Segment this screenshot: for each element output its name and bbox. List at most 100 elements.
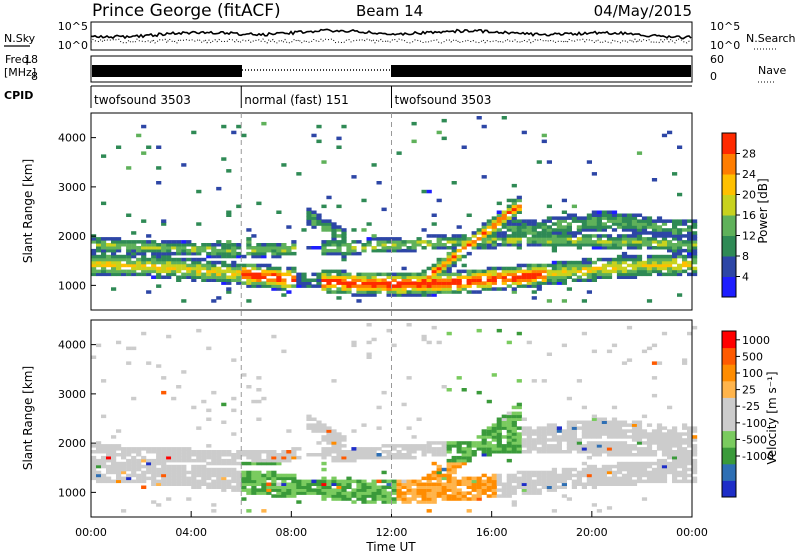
velocity-cell (416, 417, 422, 421)
power-cell (411, 284, 417, 288)
power-cell (561, 272, 567, 277)
velocity-cell (526, 473, 532, 478)
velocity-cell (501, 420, 507, 424)
velocity-cell (216, 482, 222, 486)
power-cell (191, 130, 197, 135)
power-cell (401, 293, 407, 297)
velocity-cell (687, 479, 693, 484)
power-cell (451, 246, 457, 250)
power-cell (576, 237, 582, 241)
velocity-cell (401, 402, 407, 407)
power-cell (616, 275, 623, 279)
velocity-cell (626, 476, 633, 481)
power-cell (672, 266, 678, 271)
velocity-cell (556, 438, 562, 442)
velocity-cell (687, 473, 693, 478)
velocity-cell (461, 450, 467, 454)
power-cell (256, 243, 262, 247)
power-cell (406, 275, 412, 279)
velocity-cell (301, 485, 307, 489)
velocity-cell (571, 420, 577, 424)
velocity-cell (341, 458, 347, 463)
power-cell (611, 266, 618, 271)
y-tick-label: 4000 (58, 132, 86, 145)
velocity-cell (456, 444, 462, 448)
power-cell (216, 269, 222, 274)
power-cell (506, 210, 512, 214)
power-cell (401, 243, 407, 247)
power-cell (661, 228, 668, 232)
velocity-cell (176, 447, 182, 451)
velocity-cell (316, 423, 322, 427)
power-cell (481, 272, 487, 277)
velocity-cell (131, 396, 137, 401)
velocity-cell (371, 482, 377, 486)
power-cell (291, 266, 297, 271)
power-cell (271, 287, 277, 291)
power-cell (346, 272, 352, 277)
power-cell (196, 251, 202, 256)
power-cell (486, 275, 492, 279)
power-cell (571, 243, 577, 247)
velocity-cell (466, 479, 472, 484)
velocity-cell (381, 455, 387, 460)
velocity-cell (521, 473, 527, 478)
power-cell (156, 272, 162, 277)
power-cell (91, 257, 97, 262)
velocity-cell (596, 420, 602, 424)
velocity-cell (426, 509, 432, 513)
velocity-cell (651, 467, 658, 472)
velocity-cell (191, 485, 197, 489)
velocity-cell (126, 476, 132, 481)
power-cell (231, 248, 237, 253)
power-cell (611, 257, 618, 262)
velocity-cell (661, 426, 668, 430)
velocity-cell (556, 485, 562, 489)
velocity-cell (321, 497, 327, 501)
power-cell (326, 287, 332, 291)
power-cell (251, 248, 257, 253)
velocity-cell (351, 488, 357, 492)
velocity-cell (126, 346, 132, 351)
power-cell (271, 248, 277, 253)
velocity-cell (341, 488, 347, 492)
velocity-cell (471, 476, 477, 481)
power-cell (561, 266, 567, 271)
power-cell (136, 272, 142, 277)
power-cell (386, 293, 392, 297)
power-cell (416, 243, 422, 247)
velocity-cell (591, 426, 597, 430)
power-cell (436, 287, 442, 291)
velocity-cell (426, 441, 432, 445)
velocity-cell (111, 453, 117, 457)
velocity-cell (556, 479, 562, 484)
velocity-cell (561, 473, 567, 478)
power-cell (146, 272, 152, 277)
velocity-cell (271, 455, 277, 460)
power-cell (436, 278, 442, 282)
power-cell (106, 254, 112, 259)
power-cell (591, 222, 597, 226)
velocity-cell (677, 453, 683, 457)
velocity-cell (692, 435, 698, 439)
velocity-cell (501, 494, 507, 498)
velocity-cell (311, 488, 317, 492)
power-cell (226, 169, 232, 173)
power-cell (396, 275, 402, 279)
power-cell (136, 133, 142, 138)
velocity-cell (331, 494, 337, 498)
velocity-cell (226, 485, 232, 489)
velocity-cell (481, 482, 487, 486)
velocity-cell (651, 432, 658, 436)
velocity-cell (121, 470, 127, 475)
power-cell (571, 240, 577, 244)
colorbar-segment (722, 397, 736, 415)
power-cell (266, 278, 272, 282)
power-cell (446, 263, 452, 268)
power-cell (616, 246, 623, 250)
power-cell (141, 266, 147, 271)
power-cell (571, 219, 577, 223)
cpid-panel: CPID twofsound 3503 normal (fast) 151 twof… (4, 85, 692, 108)
velocity-cell (661, 479, 668, 484)
velocity-cell (471, 485, 477, 489)
